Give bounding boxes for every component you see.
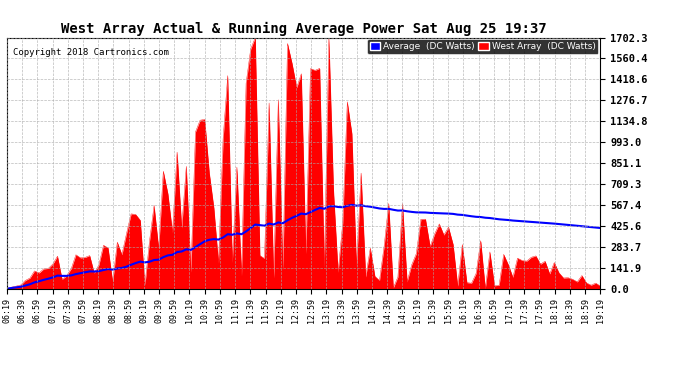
Legend: Average  (DC Watts), West Array  (DC Watts): Average (DC Watts), West Array (DC Watts…	[367, 39, 598, 54]
Text: Copyright 2018 Cartronics.com: Copyright 2018 Cartronics.com	[13, 48, 169, 57]
Title: West Array Actual & Running Average Power Sat Aug 25 19:37: West Array Actual & Running Average Powe…	[61, 22, 546, 36]
